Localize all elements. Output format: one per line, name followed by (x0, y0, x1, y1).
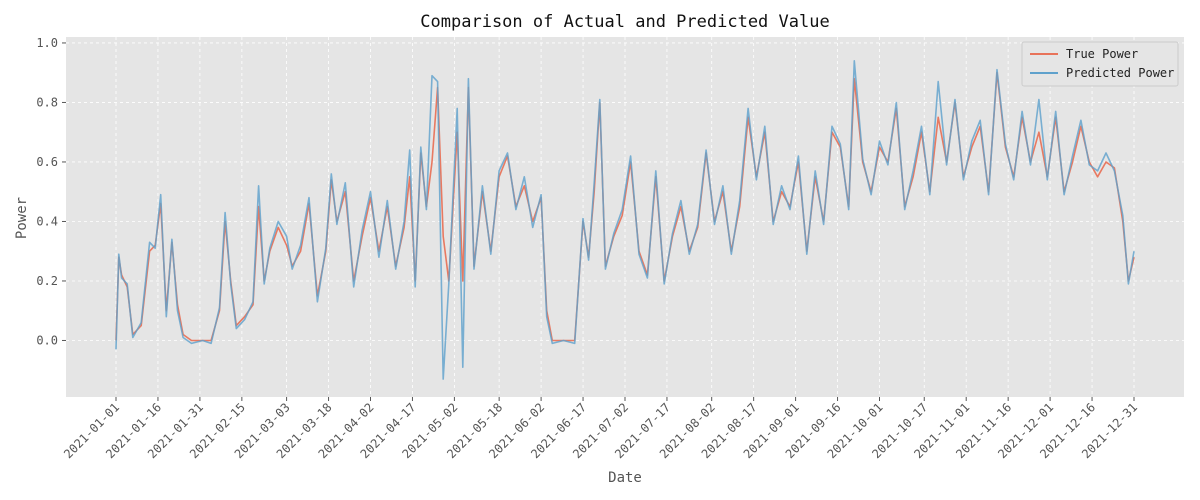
y-tick-label: 0.8 (36, 95, 58, 109)
grid (66, 37, 1184, 397)
series-line-predicted-power (115, 59, 1135, 380)
legend: True Power Predicted Power (1021, 41, 1179, 87)
y-axis: 0.0 0.2 0.4 0.6 0.8 1.0 (36, 36, 66, 347)
y-tick-label: 0.4 (36, 214, 58, 228)
series-lines (115, 59, 1135, 380)
y-axis-title: Power (14, 197, 30, 239)
y-tick-label: 0.6 (36, 155, 58, 169)
legend-box (1021, 41, 1179, 87)
chart-title: Comparison of Actual and Predicted Value (420, 12, 829, 32)
y-tick-label: 0.0 (36, 333, 58, 347)
y-tick-label: 1.0 (36, 36, 58, 50)
y-tick-label: 0.2 (36, 274, 58, 288)
x-axis: 2021-01-012021-01-162021-01-312021-02-15… (61, 397, 1140, 461)
x-axis-title: Date (608, 470, 642, 486)
legend-label-true-power: True Power (1066, 47, 1138, 61)
legend-label-predicted-power: Predicted Power (1066, 66, 1174, 80)
